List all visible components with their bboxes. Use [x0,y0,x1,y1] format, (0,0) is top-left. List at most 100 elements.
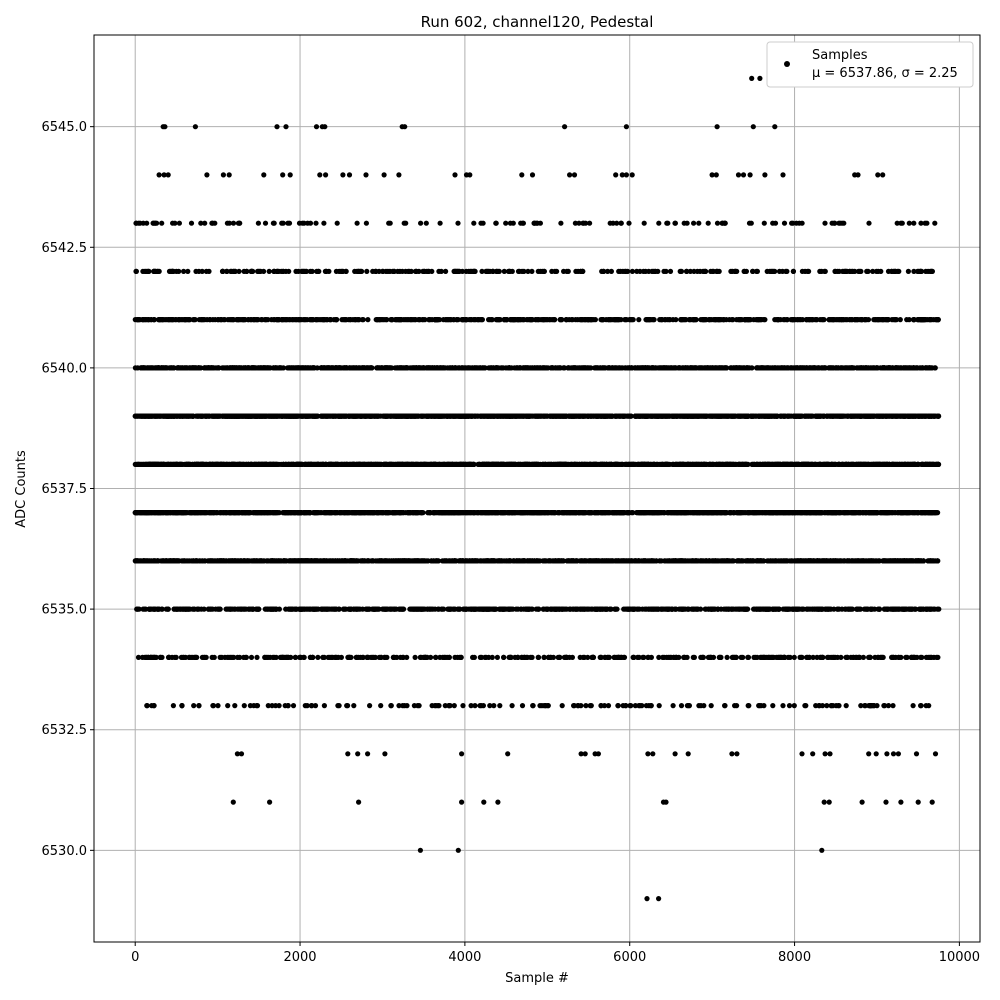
sample-point [789,461,795,467]
sample-point [400,461,406,467]
sample-point [459,558,465,564]
sample-point [511,509,517,516]
sample-point [765,558,772,564]
sample-point [860,558,866,564]
sample-point [264,558,270,564]
sample-point [515,558,521,564]
sample-point [638,461,644,467]
sample-point [530,509,536,516]
sample-point [599,558,605,564]
sample-point [457,461,464,467]
sample-point [536,509,542,516]
sample-point [743,461,749,467]
sample-point [344,509,350,516]
sample-point [280,461,287,467]
sample-point [690,509,696,516]
sample-point [661,509,667,516]
sample-point [289,509,295,516]
sample-point [413,509,419,516]
sample-point [830,509,836,516]
sample-point [168,461,174,467]
sample-point [730,558,737,564]
sample-point [599,461,605,467]
sample-point [199,461,206,467]
sample-point [578,461,584,467]
sample-point [351,461,357,467]
sample-point [223,558,229,564]
sample-point [468,461,474,467]
sample-point [686,461,692,467]
sample-point [375,509,381,516]
sample-point [839,461,845,467]
sample-point [180,558,186,564]
sample-point [155,461,161,467]
sample-point [545,558,552,564]
sample-point [544,461,550,467]
sample-point [380,509,386,516]
sample-point [506,461,512,467]
sample-point [381,461,387,467]
sample-point [758,509,764,516]
sample-point [591,461,597,467]
sample-point [237,461,243,467]
sample-point [365,558,371,564]
sample-point [912,461,918,467]
sample-point [435,558,441,564]
sample-point [137,461,143,467]
sample-point [649,461,655,467]
sample-point [892,509,899,516]
sample-point [211,509,218,516]
sample-point [424,558,430,564]
sample-point [677,558,683,564]
sample-point [292,558,298,564]
sample-point [168,509,174,516]
sample-point [861,461,867,467]
sample-point [525,509,531,516]
sample-point [801,509,807,516]
sample-point [932,558,939,564]
sample-point [875,558,881,564]
sample-point [749,558,755,564]
sample-point [832,461,838,467]
sample-point [620,509,626,516]
sample-point [326,558,333,564]
sample-point [212,558,218,564]
sample-point [881,461,887,467]
sample-point [226,509,232,516]
sample-point [528,558,534,564]
sample-point [608,558,614,564]
sample-point [600,509,607,516]
sample-point [623,461,629,467]
sample-point [622,558,628,564]
sample-point [927,509,933,516]
sample-point [709,509,715,516]
sample-point [868,558,874,564]
sample-point [273,509,279,516]
sample-point [577,558,583,564]
sample-point [370,558,376,564]
sample-point [522,558,528,564]
sample-point [907,509,913,516]
sample-point [251,558,257,564]
sample-point [874,461,880,467]
sample-point [815,509,822,516]
sample-point [236,509,242,516]
sample-point [179,461,185,467]
sample-point [816,558,823,564]
sample-point [556,558,562,564]
sample-point [824,461,830,467]
sample-point [228,461,234,467]
sample-point [772,461,778,467]
sample-point [146,558,152,564]
sample-point [476,461,482,467]
sample-point [615,558,621,564]
sample-point [874,509,880,516]
sample-point [919,509,925,516]
sample-point [463,509,469,516]
sample-point [376,558,382,564]
sample-point [704,461,710,467]
sample-point [658,558,665,564]
sample-point [764,461,771,467]
sample-point [631,558,637,564]
sample-point [475,509,481,516]
